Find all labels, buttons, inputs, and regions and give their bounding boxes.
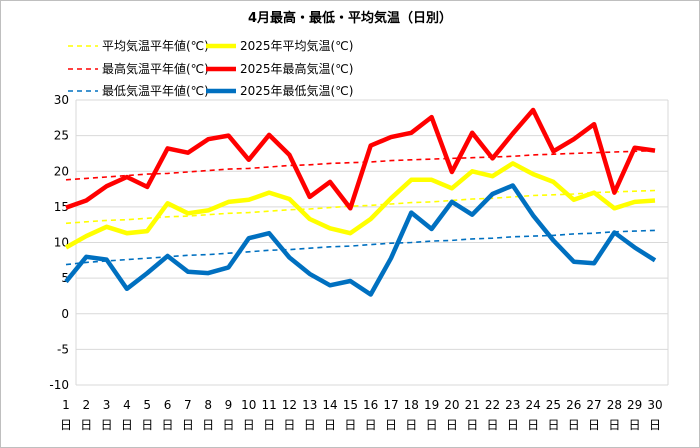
x-tick-label: 22 — [485, 398, 500, 412]
x-tick-label: 27 — [586, 398, 601, 412]
x-tick-unit: 日 — [588, 418, 600, 432]
legend: 平均気温平年値(℃) 2025年平均気温(℃) 最高気温平年値(℃) 2025年最高気… — [68, 38, 353, 98]
series-line-6 — [64, 183, 657, 297]
x-tick-label: 6 — [164, 398, 172, 412]
x-tick-label: 24 — [525, 398, 540, 412]
x-tick-label: 28 — [607, 398, 622, 412]
legend-entry: 2025年最低気温(℃) — [240, 83, 353, 98]
x-tick-unit: 日 — [101, 418, 113, 432]
x-axis: 1日2日3日4日5日6日7日8日9日10日11日12日13日14日15日16日1… — [60, 398, 663, 432]
x-tick-label: 11 — [261, 398, 276, 412]
x-tick-label: 5 — [143, 398, 151, 412]
x-tick-unit: 日 — [568, 418, 580, 432]
x-tick-unit: 日 — [182, 418, 194, 432]
x-tick-unit: 日 — [80, 418, 92, 432]
x-tick-unit: 日 — [426, 418, 438, 432]
y-tick-label: 30 — [54, 93, 69, 107]
x-tick-unit: 日 — [466, 418, 478, 432]
x-tick-unit: 日 — [263, 418, 275, 432]
x-tick-label: 4 — [123, 398, 131, 412]
legend-entry: 2025年最高気温(℃) — [240, 61, 353, 76]
x-tick-unit: 日 — [527, 418, 539, 432]
x-tick-unit: 日 — [507, 418, 519, 432]
x-tick-label: 19 — [424, 398, 439, 412]
x-tick-unit: 日 — [629, 418, 641, 432]
x-tick-unit: 日 — [304, 418, 316, 432]
x-tick-label: 1 — [62, 398, 70, 412]
x-tick-label: 13 — [302, 398, 317, 412]
x-tick-label: 21 — [465, 398, 480, 412]
x-tick-label: 23 — [505, 398, 520, 412]
x-tick-unit: 日 — [405, 418, 417, 432]
x-tick-label: 3 — [103, 398, 111, 412]
x-tick-label: 26 — [566, 398, 581, 412]
x-tick-label: 18 — [404, 398, 419, 412]
x-tick-label: 12 — [282, 398, 297, 412]
x-tick-unit: 日 — [385, 418, 397, 432]
y-tick-label: -10 — [49, 378, 69, 392]
x-tick-unit: 日 — [649, 418, 661, 432]
chart-title: 4月最高・最低・平均気温（日別） — [248, 10, 452, 26]
y-tick-label: 5 — [61, 271, 69, 285]
x-tick-label: 16 — [363, 398, 378, 412]
x-tick-label: 14 — [322, 398, 337, 412]
x-tick-label: 7 — [184, 398, 192, 412]
y-tick-label: -5 — [57, 342, 69, 356]
x-tick-label: 2 — [82, 398, 90, 412]
x-tick-label: 30 — [647, 398, 662, 412]
x-tick-unit: 日 — [324, 418, 336, 432]
x-tick-label: 15 — [343, 398, 358, 412]
y-tick-label: 20 — [54, 164, 69, 178]
x-tick-label: 8 — [204, 398, 212, 412]
series-lines — [64, 107, 657, 297]
x-tick-label: 20 — [444, 398, 459, 412]
series-line-4 — [65, 107, 656, 211]
series-line-5 — [65, 229, 656, 266]
x-tick-unit: 日 — [222, 418, 234, 432]
legend-entry: 2025年平均気温(℃) — [240, 38, 353, 53]
x-tick-label: 25 — [546, 398, 561, 412]
x-tick-unit: 日 — [446, 418, 458, 432]
x-tick-label: 10 — [241, 398, 256, 412]
x-tick-label: 29 — [627, 398, 642, 412]
x-tick-unit: 日 — [141, 418, 153, 432]
x-tick-unit: 日 — [547, 418, 559, 432]
x-tick-unit: 日 — [60, 418, 72, 432]
legend-entry: 平均気温平年値(℃) — [102, 38, 209, 53]
x-tick-unit: 日 — [121, 418, 133, 432]
x-tick-unit: 日 — [283, 418, 295, 432]
legend-entry: 最低気温平年値(℃) — [102, 83, 209, 98]
x-tick-label: 17 — [383, 398, 398, 412]
x-tick-unit: 日 — [243, 418, 255, 432]
x-tick-label: 9 — [225, 398, 233, 412]
x-tick-unit: 日 — [162, 418, 174, 432]
x-tick-unit: 日 — [202, 418, 214, 432]
x-tick-unit: 日 — [487, 418, 499, 432]
x-tick-unit: 日 — [608, 418, 620, 432]
y-tick-label: 25 — [54, 129, 69, 143]
y-tick-label: 0 — [61, 307, 69, 321]
legend-entry: 最高気温平年値(℃) — [102, 61, 209, 76]
x-tick-unit: 日 — [344, 418, 356, 432]
series-line-2 — [64, 161, 656, 250]
x-tick-unit: 日 — [365, 418, 377, 432]
y-tick-label: 15 — [54, 200, 69, 214]
